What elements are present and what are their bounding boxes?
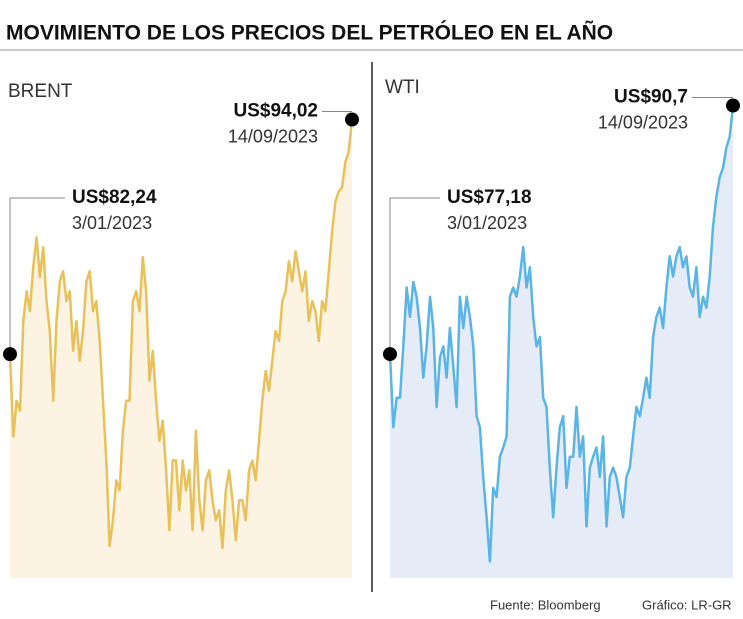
credit: Gráfico: LR-GR <box>642 597 732 612</box>
annotation-date: 14/09/2023 <box>228 126 318 146</box>
point <box>345 112 359 127</box>
point <box>3 347 17 362</box>
leader-line <box>9 197 65 355</box>
area <box>10 119 352 578</box>
annotation-value: US$90,7 <box>614 87 688 108</box>
annotation-value: US$94,02 <box>233 101 318 122</box>
point <box>726 98 740 113</box>
source: Fuente: Bloomberg <box>490 597 601 612</box>
leader-line <box>389 197 440 355</box>
point <box>383 347 397 362</box>
chart-title: MOVIMIENTO DE LOS PRECIOS DEL PETRÓLEO E… <box>6 21 613 45</box>
annotation-date: 3/01/2023 <box>447 213 527 233</box>
annotation-date: 14/09/2023 <box>598 112 688 132</box>
panel-title: WTI <box>385 77 420 98</box>
area <box>390 105 733 578</box>
line <box>8 119 354 550</box>
panel-title: BRENT <box>8 81 73 102</box>
annotation-value: US$77,18 <box>447 187 532 208</box>
annotation-date: 3/01/2023 <box>72 213 152 233</box>
line <box>388 105 735 563</box>
annotation-value: US$82,24 <box>72 187 157 208</box>
